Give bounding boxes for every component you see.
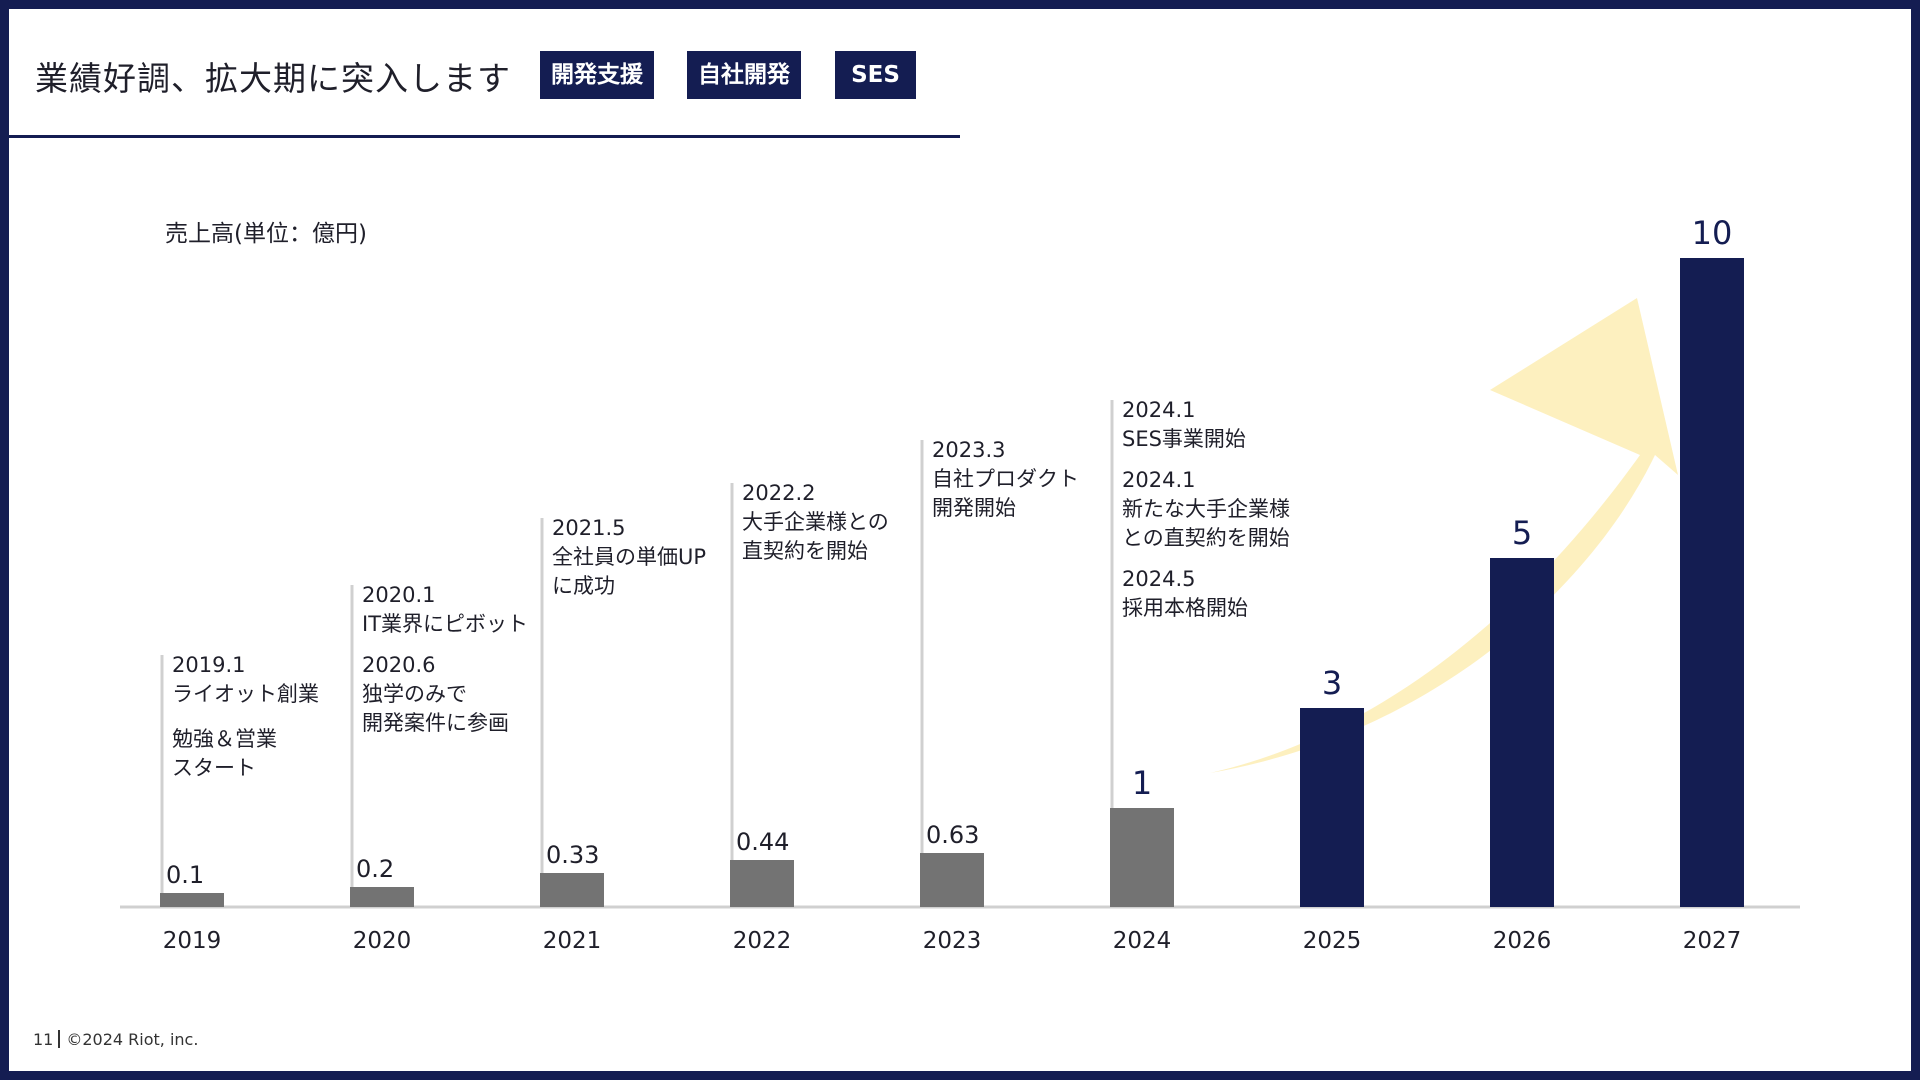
event-item: 2024.1 SES事業開始 bbox=[1122, 396, 1290, 454]
event-text: 大手企業様との bbox=[742, 510, 889, 534]
event-text: 採用本格開始 bbox=[1122, 596, 1248, 620]
event-text: 新たな大手企業様 bbox=[1122, 497, 1290, 521]
event-date: 2022.2 bbox=[742, 481, 816, 505]
value-label-2025: 3 bbox=[1322, 664, 1342, 702]
title-underline bbox=[9, 135, 960, 138]
value-label-2022: 0.44 bbox=[736, 828, 789, 856]
tag-ses: SES bbox=[835, 51, 916, 99]
event-item: 2021.5 全社員の単価UP に成功 bbox=[552, 514, 706, 601]
footer: 11 ©2024 Riot, inc. bbox=[33, 1030, 198, 1049]
copyright: ©2024 Riot, inc. bbox=[66, 1030, 199, 1049]
event-item: 2024.1 新たな大手企業様 との直契約を開始 bbox=[1122, 466, 1290, 553]
y-axis-label: 売上高(単位：億円) bbox=[165, 221, 367, 247]
value-label-2026: 5 bbox=[1512, 514, 1532, 552]
event-date: 2023.3 bbox=[932, 438, 1006, 462]
value-label-2024: 1 bbox=[1132, 764, 1152, 802]
event-block-2019: 2019.1 ライオット創業 勉強＆営業スタート bbox=[172, 651, 319, 795]
event-text: 全社員の単価UP bbox=[552, 545, 707, 569]
event-block-2024: 2024.1 SES事業開始 2024.1 新たな大手企業様 との直契約を開始 2024.… bbox=[1122, 396, 1290, 635]
event-text: 直契約を開始 bbox=[742, 539, 868, 563]
x-tick-label-2026: 2026 bbox=[1493, 928, 1552, 954]
value-label-2027: 10 bbox=[1692, 214, 1733, 252]
event-date: 2020.6 bbox=[362, 653, 436, 677]
bar-2022 bbox=[730, 860, 794, 907]
event-date: 2021.5 bbox=[552, 516, 626, 540]
bar-2027 bbox=[1680, 258, 1744, 907]
event-text: IT業界にピボット bbox=[362, 612, 529, 636]
bar-2024 bbox=[1110, 808, 1174, 907]
bar-2026 bbox=[1490, 558, 1554, 907]
event-block-2021: 2021.5 全社員の単価UP に成功 bbox=[552, 514, 706, 613]
bar-2021 bbox=[540, 873, 604, 907]
event-date: 2024.5 bbox=[1122, 567, 1196, 591]
event-date: 2019.1 bbox=[172, 653, 246, 677]
value-label-2020: 0.2 bbox=[356, 855, 394, 883]
bar-2020 bbox=[350, 887, 414, 907]
x-tick-label-2019: 2019 bbox=[163, 928, 222, 954]
x-tick-label-2023: 2023 bbox=[923, 928, 982, 954]
event-text: 開発開始 bbox=[932, 496, 1016, 520]
event-item: 2020.1 IT業界にピボット bbox=[362, 581, 528, 639]
event-text: 独学のみで bbox=[362, 682, 467, 706]
event-text: 開発案件に参画 bbox=[362, 711, 509, 735]
event-item: 2019.1 ライオット創業 bbox=[172, 651, 319, 709]
value-label-2023: 0.63 bbox=[926, 821, 979, 849]
value-label-2019: 0.1 bbox=[166, 861, 204, 889]
event-text: 勉強＆営業 bbox=[172, 727, 277, 751]
event-date: 2024.1 bbox=[1122, 468, 1196, 492]
event-block-2022: 2022.2 大手企業様との 直契約を開始 bbox=[742, 479, 889, 578]
event-date: 2020.1 bbox=[362, 583, 436, 607]
event-block-2023: 2023.3 自社プロダクト 開発開始 bbox=[932, 436, 1079, 535]
event-date: 2024.1 bbox=[1122, 398, 1196, 422]
event-text: SES事業開始 bbox=[1122, 427, 1246, 451]
event-text: スタート bbox=[172, 756, 256, 780]
event-item: 2020.6 独学のみで開発案件に参画 bbox=[362, 651, 528, 738]
event-item: 勉強＆営業スタート bbox=[172, 725, 319, 783]
event-text: 自社プロダクト bbox=[932, 467, 1079, 491]
page-number: 11 bbox=[33, 1030, 54, 1049]
x-tick-label-2027: 2027 bbox=[1683, 928, 1742, 954]
x-tick-label-2021: 2021 bbox=[543, 928, 602, 954]
x-tick-label-2025: 2025 bbox=[1303, 928, 1362, 954]
event-text: との直契約を開始 bbox=[1122, 526, 1290, 550]
event-item: 2023.3 自社プロダクト 開発開始 bbox=[932, 436, 1079, 523]
x-tick-label-2020: 2020 bbox=[353, 928, 412, 954]
bar-2023 bbox=[920, 853, 984, 907]
bar-2019 bbox=[160, 893, 224, 907]
tag-development-support: 開発支援 bbox=[540, 51, 654, 99]
x-tick-label-2024: 2024 bbox=[1113, 928, 1172, 954]
bar-2025 bbox=[1300, 708, 1364, 907]
x-tick-label-2022: 2022 bbox=[733, 928, 792, 954]
page-title: 業績好調、拡大期に突入します bbox=[35, 59, 511, 98]
event-item: 2022.2 大手企業様との 直契約を開始 bbox=[742, 479, 889, 566]
growth-arrow bbox=[1210, 298, 1678, 773]
tag-in-house-development: 自社開発 bbox=[687, 51, 801, 99]
footer-divider bbox=[58, 1030, 61, 1048]
event-text: ライオット創業 bbox=[172, 682, 319, 706]
event-block-2020: 2020.1 IT業界にピボット 2020.6 独学のみで開発案件に参画 bbox=[362, 581, 528, 750]
value-label-2021: 0.33 bbox=[546, 841, 599, 869]
event-item: 2024.5 採用本格開始 bbox=[1122, 565, 1290, 623]
event-text: に成功 bbox=[552, 574, 615, 598]
